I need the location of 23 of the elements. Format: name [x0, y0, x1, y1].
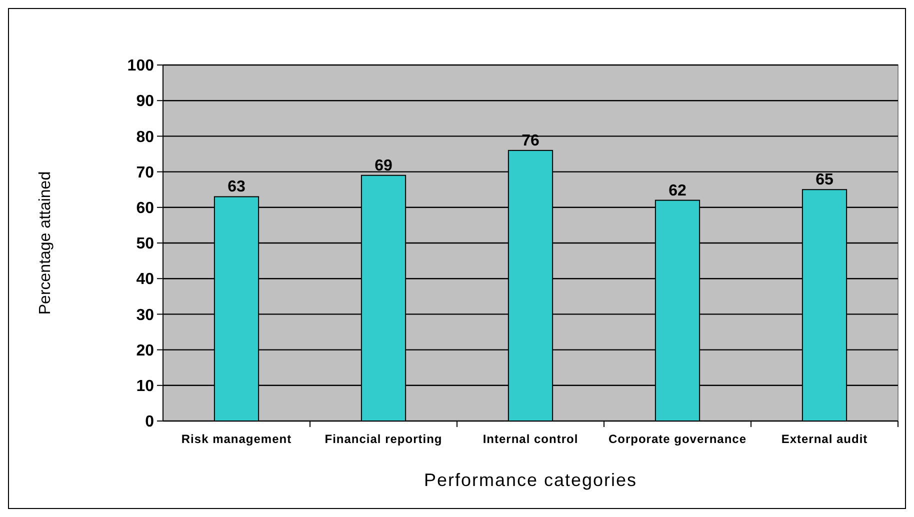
- y-tick-label: 10: [136, 378, 154, 395]
- y-axis-title: Percentage attained: [37, 171, 54, 315]
- data-label: 69: [374, 157, 392, 174]
- x-axis-title: Performance categories: [424, 470, 638, 490]
- y-tick-label: 60: [136, 200, 154, 217]
- data-label: 63: [228, 178, 246, 196]
- x-tick-label: External audit: [781, 432, 868, 446]
- y-tick-label: 30: [136, 306, 154, 324]
- x-tick-label: Internal control: [482, 432, 578, 446]
- y-tick-label: 100: [127, 58, 154, 75]
- y-tick-label: 50: [136, 236, 154, 253]
- data-label: 62: [668, 182, 686, 200]
- y-tick-label: 0: [145, 414, 154, 431]
- data-label: 65: [816, 172, 834, 189]
- data-label: 76: [522, 132, 540, 150]
- x-tick-label: Financial reporting: [324, 432, 442, 446]
- y-tick-label: 90: [136, 93, 154, 110]
- y-tick-label: 70: [136, 164, 154, 182]
- x-tick-label: Corporate governance: [608, 432, 747, 446]
- y-tick-label: 80: [136, 128, 154, 146]
- x-tick-label: Risk management: [181, 432, 292, 446]
- y-tick-label: 20: [136, 342, 154, 360]
- y-tick-label: 40: [136, 271, 154, 288]
